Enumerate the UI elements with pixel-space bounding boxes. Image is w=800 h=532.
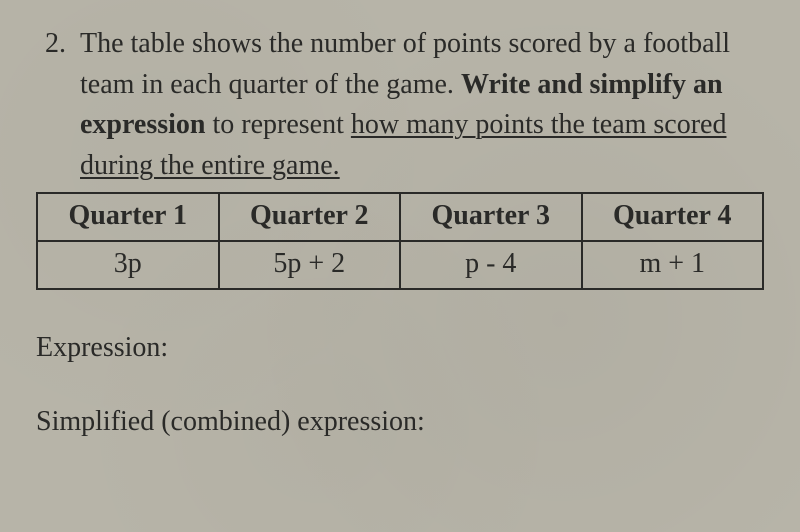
worksheet-page: 2.The table shows the number of points s… — [0, 0, 800, 532]
table-cell: 3p — [37, 241, 219, 289]
problem-number: 2. — [36, 24, 80, 65]
stem-plain-2: to represent — [206, 109, 351, 140]
expression-label: Expression: — [36, 332, 764, 364]
problem-block: 2.The table shows the number of points s… — [36, 24, 764, 186]
col-header: Quarter 4 — [582, 193, 764, 241]
problem-stem: The table shows the number of points sco… — [80, 24, 748, 186]
table-cell: m + 1 — [582, 241, 764, 289]
table-cell: p - 4 — [400, 241, 582, 289]
simplified-expression-label: Simplified (combined) expression: — [36, 406, 764, 438]
table-header-row: Quarter 1 Quarter 2 Quarter 3 Quarter 4 — [37, 193, 763, 241]
col-header: Quarter 3 — [400, 193, 582, 241]
quarters-table: Quarter 1 Quarter 2 Quarter 3 Quarter 4 … — [36, 192, 764, 290]
col-header: Quarter 2 — [219, 193, 401, 241]
table-cell: 5p + 2 — [219, 241, 401, 289]
col-header: Quarter 1 — [37, 193, 219, 241]
table-row: 3p 5p + 2 p - 4 m + 1 — [37, 241, 763, 289]
